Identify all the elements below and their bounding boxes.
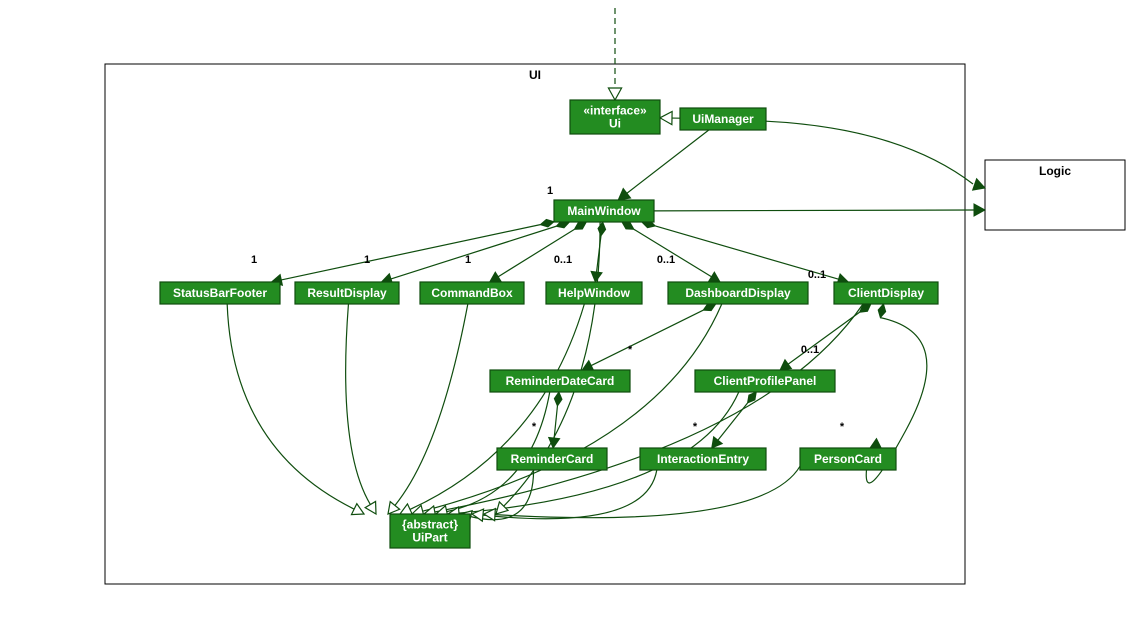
node-UiManager-label-0: UiManager xyxy=(692,112,754,126)
node-UiPart-label-1: UiPart xyxy=(412,531,447,545)
mult-7: 0..1 xyxy=(801,344,819,356)
node-StatusBarFooter-label-0: StatusBarFooter xyxy=(173,286,267,300)
package-logic-label: Logic xyxy=(1039,164,1071,178)
package-ui-label: UI xyxy=(529,68,541,82)
node-ReminderDateCard-label-0: ReminderDateCard xyxy=(506,374,615,388)
node-UiPart-label-0: {abstract} xyxy=(402,518,458,532)
mult-5: 0..1 xyxy=(808,269,826,281)
node-ReminderCard-label-0: ReminderCard xyxy=(511,452,594,466)
mult-mainwindow: 1 xyxy=(547,185,553,197)
node-ClientDisplay-label-0: ClientDisplay xyxy=(848,286,924,300)
node-InteractionEntry-label-0: InteractionEntry xyxy=(657,452,749,466)
node-Ui-label-0: «interface» xyxy=(583,104,647,118)
mult-9: * xyxy=(532,421,537,433)
edge-mainwindow-logic xyxy=(654,210,974,211)
package-ui xyxy=(105,64,965,584)
node-MainWindow-label-0: MainWindow xyxy=(567,204,641,218)
mult-8: * xyxy=(840,421,845,433)
node-Ui-label-1: Ui xyxy=(609,117,621,131)
node-HelpWindow-label-0: HelpWindow xyxy=(558,286,631,300)
mult-10: * xyxy=(693,421,698,433)
mult-3: 0..1 xyxy=(554,254,572,266)
node-ResultDisplay-label-0: ResultDisplay xyxy=(307,286,387,300)
mult-0: 1 xyxy=(251,254,257,266)
node-CommandBox-label-0: CommandBox xyxy=(431,286,513,300)
uml-diagram: UI Logic 1 1 1 1 0..1 0..1 0..1 * 0..1 * * * «interfac… xyxy=(0,0,1135,620)
node-PersonCard-label-0: PersonCard xyxy=(814,452,882,466)
mult-2: 1 xyxy=(465,254,471,266)
mult-4: 0..1 xyxy=(657,254,675,266)
mult-1: 1 xyxy=(364,254,370,266)
node-DashboardDisplay-label-0: DashboardDisplay xyxy=(685,286,791,300)
node-ClientProfilePanel-label-0: ClientProfilePanel xyxy=(714,374,817,388)
mult-6: * xyxy=(628,344,633,356)
